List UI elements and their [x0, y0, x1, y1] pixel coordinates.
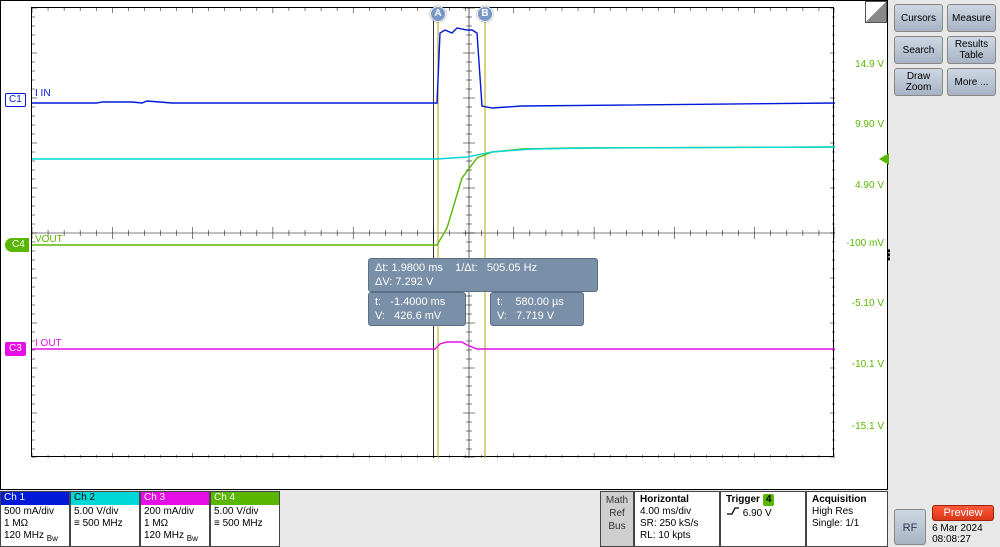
more-button[interactable]: More ... [947, 68, 996, 96]
right-panel: CursorsMeasureSearchResults TableDraw Zo… [890, 0, 1000, 547]
math-ref-bus-tile[interactable]: Math Ref Bus [600, 491, 634, 547]
cursor-a-marker[interactable]: A [430, 6, 446, 22]
ch4-tab: Ch 4 [211, 492, 279, 505]
volt-label: 14.9 V [855, 59, 884, 70]
cursor-a-readout: t: -1.4000 ms V: 426.6 mV [368, 292, 466, 326]
trigger-edge-icon: 6.90 V [726, 506, 800, 520]
waveforms-svg [32, 8, 835, 458]
scope-display: A B Δt: 1.9800 ms 1/Δt: 505.05 Hz ΔV: 7.… [0, 0, 888, 490]
preview-button[interactable]: Preview [932, 505, 994, 521]
ch3-scale: 200 mA/div [144, 506, 206, 518]
measurebutton[interactable]: Measure [947, 4, 996, 32]
volt-label: -15.1 V [852, 421, 884, 432]
date-time: 6 Mar 202408:08:27 [932, 523, 994, 545]
search-corner-icon[interactable] [865, 1, 887, 23]
results-tablebutton[interactable]: Results Table [947, 36, 996, 64]
draw-zoombutton[interactable]: Draw Zoom [894, 68, 943, 96]
trigger-tile[interactable]: Trigger4 6.90 V [720, 491, 806, 547]
volt-label: -100 mV [846, 238, 884, 249]
horizontal-tile[interactable]: Horizontal 4.00 ms/div SR: 250 kS/s RL: … [634, 491, 720, 547]
cursorsbutton[interactable]: Cursors [894, 4, 943, 32]
ch1-tile[interactable]: Ch 1 500 mA/div 1 MΩ 120 MHz Bw [0, 491, 70, 547]
ch3-name: I OUT [35, 338, 62, 349]
ch4-bw: ≡ 500 MHz [214, 518, 276, 530]
rf-button[interactable]: RF [894, 509, 926, 545]
ch2-tab: Ch 2 [71, 492, 139, 505]
volt-label: 4.90 V [855, 180, 884, 191]
ch4-scale: 5.00 V/div [214, 506, 276, 518]
searchbutton[interactable]: Search [894, 36, 943, 64]
ch1-imp: 1 MΩ [4, 518, 66, 530]
ch4-name: VOUT [35, 234, 63, 245]
ch1-scale: 500 mA/div [4, 506, 66, 518]
delta-readout: Δt: 1.9800 ms 1/Δt: 505.05 Hz ΔV: 7.292 … [368, 258, 598, 292]
ch1-bw: 120 MHz Bw [4, 530, 66, 545]
volt-label: 9.90 V [855, 119, 884, 130]
ch1-name: I IN [35, 88, 51, 99]
bottom-info-strip: Ch 1 500 mA/div 1 MΩ 120 MHz Bw Ch 2 5.0… [0, 491, 888, 547]
ch3-bw: 120 MHz Bw [144, 530, 206, 545]
ch3-tile[interactable]: Ch 3 200 mA/div 1 MΩ 120 MHz Bw [140, 491, 210, 547]
ch4-marker[interactable]: C4 [5, 238, 29, 252]
ch1-marker[interactable]: C1 [5, 93, 26, 107]
ch3-imp: 1 MΩ [144, 518, 206, 530]
volt-label: -10.1 V [852, 359, 884, 370]
acquisition-tile[interactable]: Acquisition High Res Single: 1/1 [806, 491, 888, 547]
ch4-tile[interactable]: Ch 4 5.00 V/div ≡ 500 MHz [210, 491, 280, 547]
cursor-b-readout: t: 580.00 µs V: 7.719 V [490, 292, 584, 326]
ch1-tab: Ch 1 [1, 492, 69, 505]
ch3-tab: Ch 3 [141, 492, 209, 505]
ch2-bw: ≡ 500 MHz [74, 518, 136, 530]
cursor-b-marker[interactable]: B [477, 6, 493, 22]
ch2-tile[interactable]: Ch 2 5.00 V/div ≡ 500 MHz [70, 491, 140, 547]
waveform-grid[interactable]: A B Δt: 1.9800 ms 1/Δt: 505.05 Hz ΔV: 7.… [31, 7, 834, 457]
ch3-marker[interactable]: C3 [5, 342, 26, 356]
volt-label: -5.10 V [852, 298, 884, 309]
ch2-scale: 5.00 V/div [74, 506, 136, 518]
trigger-level-arrow[interactable] [879, 153, 889, 165]
trigger-source-badge: 4 [763, 494, 775, 506]
